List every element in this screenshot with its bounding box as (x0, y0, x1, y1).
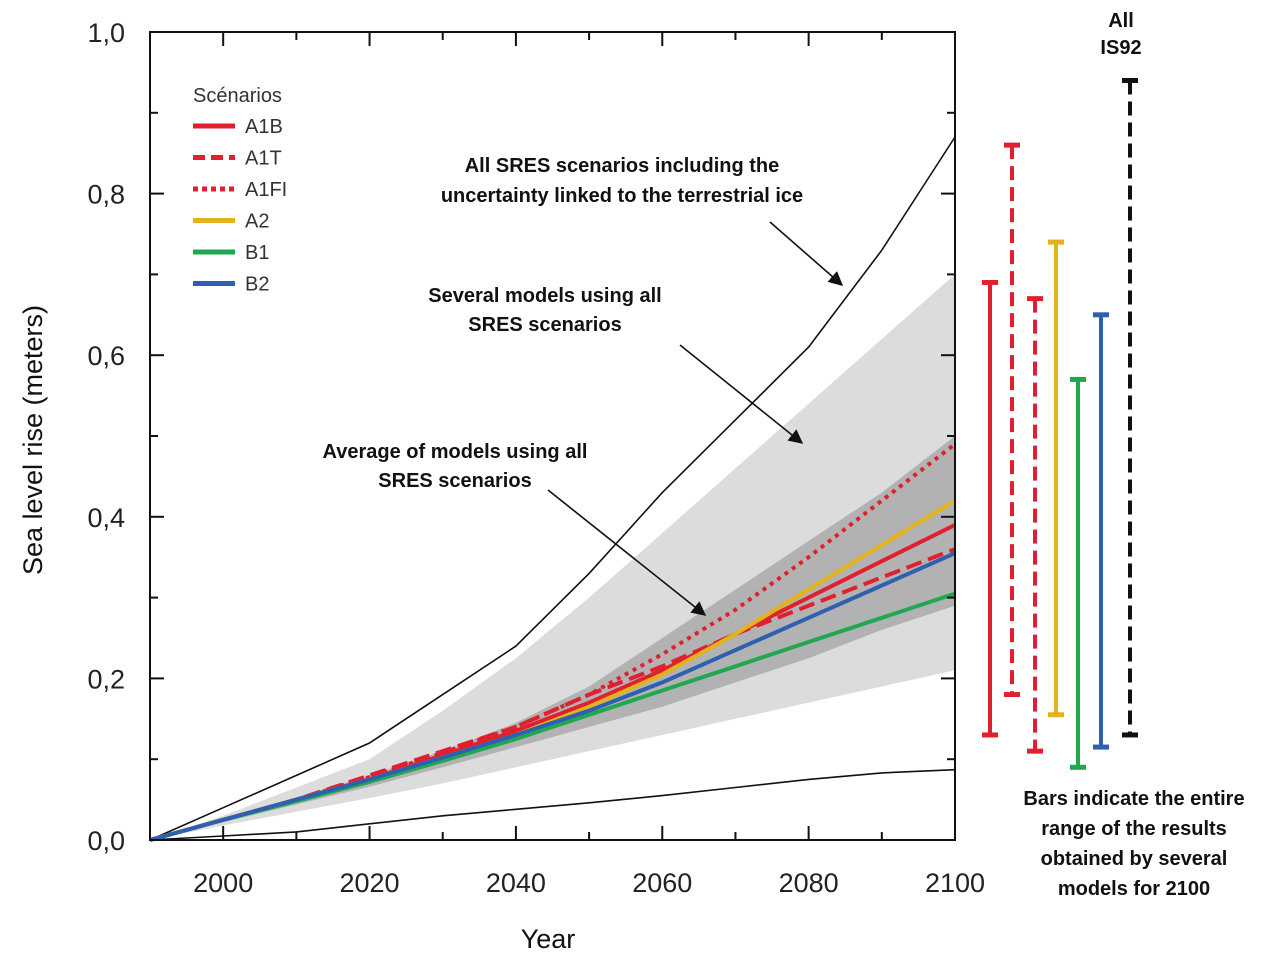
arrow-average-models (547, 489, 707, 616)
legend: Scénarios A1B A1T A1FI A2 B1 B2 (193, 85, 287, 296)
series-line-b2 (149, 551, 956, 842)
legend-label-a1b: A1B (245, 116, 283, 138)
y-tick-label: 0,0 (87, 826, 125, 856)
arrow-several-models (679, 344, 804, 444)
annotation-all-is92: IS92 (1100, 37, 1141, 59)
envelope-lines (149, 136, 956, 841)
annotation-average-models: SRES scenarios (378, 470, 531, 492)
x-tick-label: 2100 (925, 868, 985, 898)
y-tick-label: 1,0 (87, 18, 125, 48)
y-tick-label: 0,4 (87, 503, 125, 533)
annotation-bars-note: models for 2100 (1058, 878, 1210, 900)
annotation-bars-note: obtained by several (1041, 848, 1228, 870)
range-bars-2100 (982, 77, 1138, 770)
annotation-bars-note: range of the results (1041, 818, 1227, 840)
envelope-lower-line (149, 768, 956, 841)
band-several-models (150, 274, 955, 840)
legend-label-a1t: A1T (245, 148, 282, 170)
arrow-all-sres (769, 221, 844, 286)
legend-label-a2: A2 (245, 211, 269, 233)
y-tick-label: 0,6 (87, 341, 125, 371)
y-axis-title: Sea level rise (meters) (18, 305, 48, 575)
annotations: All SRES scenarios including the uncertai… (323, 10, 1245, 900)
axes: 2000 2020 2040 2060 2080 2100 0,0 0,2 0,4 0,6 0,8 1… (18, 18, 985, 953)
annotation-several-models: Several models using all (428, 285, 661, 307)
legend-title: Scénarios (193, 85, 282, 107)
scenario-series (149, 442, 957, 842)
x-tick-label: 2000 (193, 868, 253, 898)
y-tick-label: 0,8 (87, 180, 125, 210)
envelope-upper-line (149, 136, 956, 841)
band-model-average (150, 436, 955, 840)
annotation-bars-note: Bars indicate the entire (1023, 788, 1244, 810)
x-tick-label: 2060 (632, 868, 692, 898)
uncertainty-bands (150, 274, 955, 840)
x-axis-title: Year (521, 924, 576, 953)
x-tick-label: 2040 (486, 868, 546, 898)
annotation-several-models: SRES scenarios (468, 314, 621, 336)
x-tick-label: 2080 (779, 868, 839, 898)
annotation-average-models: Average of models using all (323, 441, 588, 463)
legend-label-b1: B1 (245, 242, 269, 264)
annotation-all-is92: All (1108, 10, 1134, 32)
legend-label-b2: B2 (245, 274, 269, 296)
legend-label-a1fi: A1FI (245, 179, 287, 201)
x-tick-label: 2020 (340, 868, 400, 898)
annotation-all-sres: All SRES scenarios including the (465, 155, 780, 177)
y-tick-label: 0,2 (87, 664, 125, 694)
series-line-a1fi (149, 442, 957, 842)
annotation-all-sres: uncertainty linked to the terrestrial ic… (441, 185, 803, 207)
